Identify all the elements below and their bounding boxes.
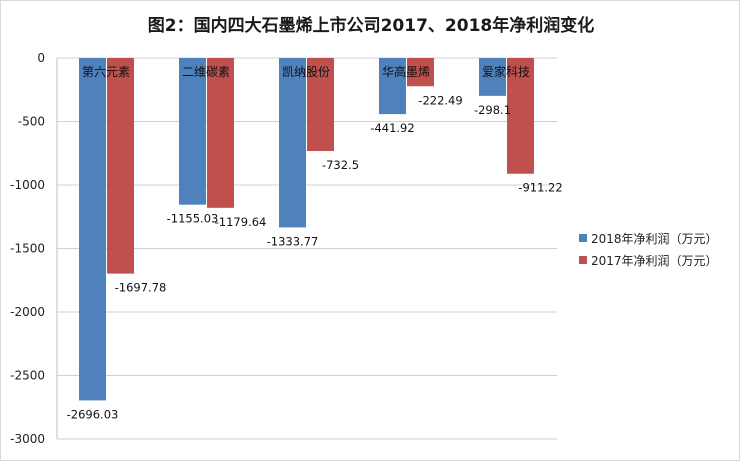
- x-category-label: 二维碳素: [182, 65, 230, 79]
- legend-label-2018: 2018年净利润（万元）: [591, 231, 718, 246]
- data-label-2018: -298.1: [474, 103, 511, 117]
- data-label-2017: -732.5: [322, 158, 359, 172]
- data-label-2017: -1179.64: [215, 215, 267, 229]
- y-tick-label: -3000: [10, 432, 45, 446]
- bar-2017: [507, 58, 534, 174]
- y-tick-label: -1500: [10, 242, 45, 256]
- y-tick-label: -1000: [10, 178, 45, 192]
- legend-item-2017: 2017年净利润（万元）: [579, 249, 718, 271]
- y-tick-label: 0: [37, 51, 45, 65]
- bar-2017: [107, 58, 134, 274]
- data-label-2017: -911.22: [518, 181, 562, 195]
- y-tick-label: -500: [18, 115, 45, 129]
- chart-title: 图2：国内四大石墨烯上市公司2017、2018年净利润变化: [147, 16, 595, 36]
- bar-2017: [207, 58, 234, 208]
- bar-2018: [379, 58, 406, 115]
- x-category-label: 爱家科技: [482, 64, 530, 79]
- legend-swatch-2018: [579, 234, 587, 242]
- data-label-2018: -441.92: [370, 121, 414, 135]
- y-tick-label: -2000: [10, 305, 45, 319]
- bar-2018: [179, 58, 206, 205]
- x-category-label: 第六元素: [82, 65, 130, 79]
- data-label-2018: -1155.03: [167, 212, 219, 226]
- bar-2017: [307, 58, 334, 152]
- data-label-2017: -1697.78: [115, 281, 167, 295]
- bar-2017: [407, 58, 434, 87]
- bar-2018: [79, 58, 106, 401]
- bar-2018: [479, 58, 506, 96]
- legend-label-2017: 2017年净利润（万元）: [591, 253, 718, 268]
- data-label-2017: -222.49: [418, 93, 462, 107]
- y-tick-label: -2500: [10, 369, 45, 383]
- x-category-label: 凯纳股份: [282, 65, 330, 79]
- data-label-2018: -2696.03: [67, 407, 119, 421]
- data-label-2018: -1333.77: [267, 234, 319, 248]
- legend: 2018年净利润（万元） 2017年净利润（万元）: [579, 227, 718, 271]
- bar-2018: [279, 58, 306, 228]
- legend-swatch-2017: [579, 256, 587, 264]
- legend-item-2018: 2018年净利润（万元）: [579, 227, 718, 249]
- x-category-label: 华高墨烯: [382, 64, 430, 79]
